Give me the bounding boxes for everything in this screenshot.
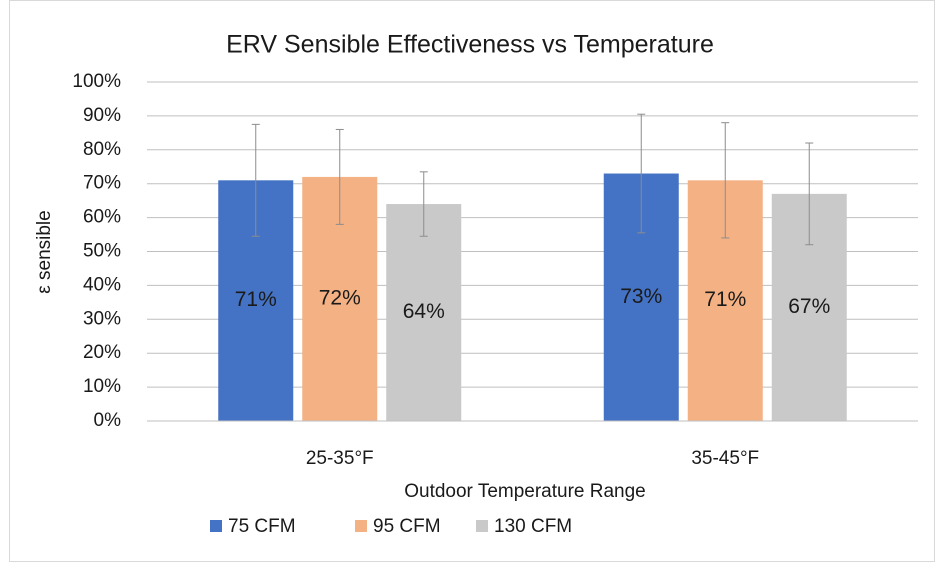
y-tick-label: 0%: [94, 410, 122, 431]
y-tick-label: 50%: [83, 241, 121, 262]
data-label: 71%: [704, 288, 746, 311]
data-label: 72%: [319, 287, 361, 310]
data-label: 73%: [620, 285, 662, 308]
y-tick-label: 10%: [83, 376, 121, 397]
legend-swatch: [476, 520, 488, 532]
x-tick-label: 25-35°F: [306, 448, 374, 469]
chart-title: ERV Sensible Effectiveness vs Temperatur…: [226, 31, 714, 59]
y-axis-label: ε sensible: [34, 210, 55, 293]
y-tick-label: 30%: [83, 308, 121, 329]
y-tick-label: 20%: [83, 342, 121, 363]
y-tick-label: 90%: [83, 105, 121, 126]
legend-label: 130 CFM: [494, 516, 572, 537]
y-tick-label: 100%: [72, 71, 121, 92]
legend-label: 75 CFM: [228, 516, 296, 537]
y-tick-label: 40%: [83, 274, 121, 295]
y-tick-label: 70%: [83, 173, 121, 194]
x-axis-label: Outdoor Temperature Range: [404, 481, 646, 502]
bar: [386, 204, 462, 421]
data-label: 71%: [235, 288, 277, 311]
legend-swatch: [355, 520, 367, 532]
x-tick-label: 35-45°F: [691, 448, 759, 469]
y-tick-label: 60%: [83, 207, 121, 228]
legend-label: 95 CFM: [373, 516, 441, 537]
legend-swatch: [210, 520, 222, 532]
data-label: 64%: [403, 300, 445, 323]
data-label: 67%: [788, 295, 830, 318]
y-tick-label: 80%: [83, 139, 121, 160]
